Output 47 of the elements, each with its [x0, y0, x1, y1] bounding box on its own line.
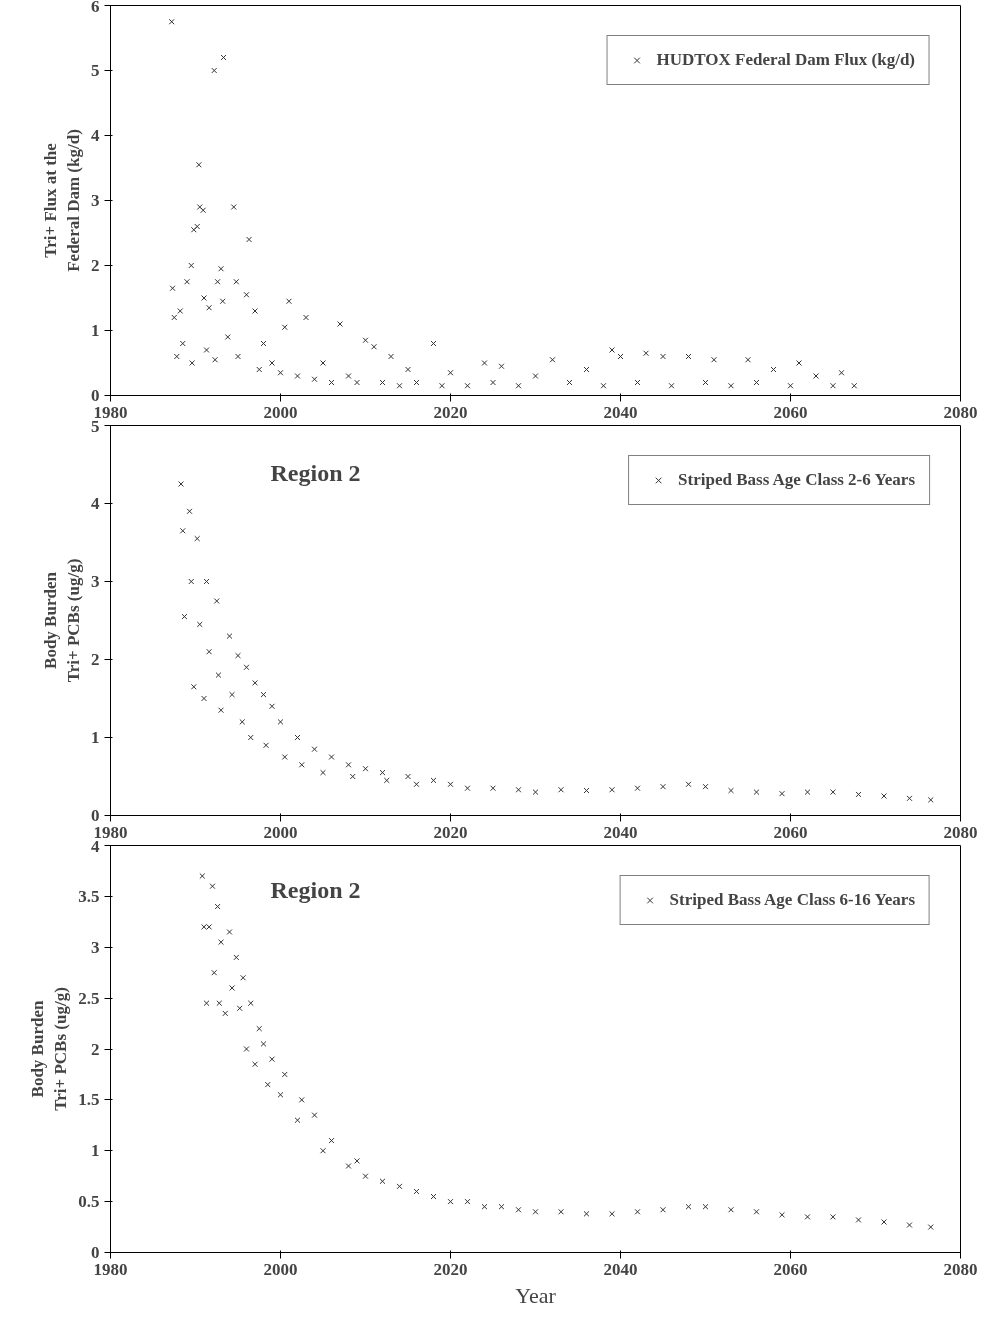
y-tick-label: 3 — [91, 191, 100, 210]
legend-label: HUDTOX Federal Dam Flux (kg/d) — [656, 50, 915, 70]
y-tick-label: 5 — [91, 61, 100, 80]
y-tick-label: 1 — [91, 321, 100, 340]
y-tick-label: 2 — [91, 256, 100, 275]
y-tick-label: 1.5 — [78, 1090, 100, 1110]
legend-label: Striped Bass Age Class 2-6 Years — [678, 470, 915, 490]
x-tick-label: 2060 — [773, 402, 808, 422]
x-tick-label: 1980 — [93, 1259, 128, 1279]
x-tick-label: 2000 — [263, 1259, 298, 1279]
x-tick-label: 1980 — [93, 402, 128, 422]
x-tick-label: 2020 — [433, 1259, 468, 1279]
y-tick-label: 2 — [91, 650, 100, 669]
x-tick-label: 2000 — [263, 402, 298, 422]
y-tick-label: 0 — [91, 1243, 100, 1262]
x-tick-label: 2080 — [943, 822, 978, 842]
x-tick-label: 2040 — [603, 822, 638, 842]
x-tick-label: 2000 — [263, 822, 298, 842]
x-tick-label: 2020 — [433, 402, 468, 422]
y-tick-label: 1 — [91, 1141, 100, 1161]
x-tick-label: 2040 — [603, 1259, 638, 1279]
y-tick-label: 1 — [91, 728, 100, 747]
y-tick-label: 2 — [91, 1039, 100, 1059]
y-axis-title: Tri+ Flux at the Federal Dam (kg/d) — [41, 129, 83, 272]
x-tick-label: 2060 — [773, 1259, 808, 1279]
annotation: Region 2 — [270, 459, 361, 486]
y-tick-label: 4 — [91, 494, 100, 513]
y-tick-label: 3 — [91, 937, 100, 957]
y-tick-label: 6 — [91, 0, 100, 16]
y-tick-label: 0 — [91, 806, 100, 825]
y-tick-label: 0 — [91, 386, 100, 405]
x-tick-label: 2020 — [433, 822, 468, 842]
x-tick-label: 2080 — [943, 402, 978, 422]
legend-label: Striped Bass Age Class 6-16 Years — [669, 890, 915, 910]
x-axis-title: Year — [515, 1282, 557, 1308]
y-tick-label: 4 — [91, 126, 100, 145]
y-axis-title: Body Burden Tri+ PCBs (ug/g) — [28, 987, 71, 1111]
y-tick-label: 3.5 — [78, 886, 100, 906]
x-tick-label: 2060 — [773, 822, 808, 842]
y-axis-title: Body Burden Tri+ PCBs (ug/g) — [41, 558, 83, 683]
y-tick-label: 3 — [91, 572, 100, 591]
annotation: Region 2 — [270, 876, 361, 903]
x-tick-label: 1980 — [93, 822, 128, 842]
x-tick-label: 2040 — [603, 402, 638, 422]
y-tick-label: 2.5 — [78, 988, 100, 1008]
x-tick-label: 2080 — [943, 1259, 978, 1279]
y-tick-label: 0.5 — [78, 1192, 100, 1212]
